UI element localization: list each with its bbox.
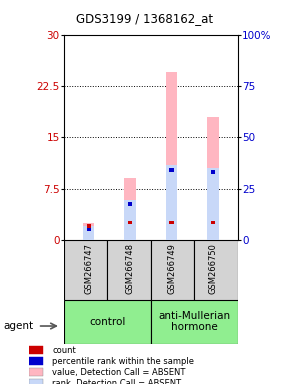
Bar <box>107 240 151 300</box>
Bar <box>128 221 132 224</box>
Text: value, Detection Call = ABSENT: value, Detection Call = ABSENT <box>52 368 186 377</box>
Text: control: control <box>89 316 126 327</box>
Bar <box>194 240 238 300</box>
Bar <box>207 117 219 240</box>
Bar <box>87 224 91 228</box>
Text: GDS3199 / 1368162_at: GDS3199 / 1368162_at <box>77 12 213 25</box>
Text: GSM266749: GSM266749 <box>167 243 176 294</box>
Bar <box>166 72 177 240</box>
Bar <box>151 300 238 344</box>
Text: rank, Detection Call = ABSENT: rank, Detection Call = ABSENT <box>52 379 182 384</box>
Bar <box>29 379 44 384</box>
Bar <box>29 346 44 354</box>
Text: GSM266750: GSM266750 <box>209 243 218 294</box>
Bar <box>29 368 44 376</box>
Bar <box>169 168 174 172</box>
Text: anti-Mullerian
hormone: anti-Mullerian hormone <box>158 311 230 333</box>
Bar <box>128 202 132 206</box>
Bar <box>151 240 194 300</box>
Bar <box>29 357 44 365</box>
Text: percentile rank within the sample: percentile rank within the sample <box>52 357 195 366</box>
Bar <box>83 223 95 240</box>
Text: GSM266748: GSM266748 <box>126 243 135 294</box>
Bar <box>64 300 151 344</box>
Bar <box>169 221 174 224</box>
Text: agent: agent <box>3 321 33 331</box>
Bar <box>166 165 177 240</box>
Bar <box>64 240 107 300</box>
Bar <box>124 179 136 240</box>
Bar <box>124 200 136 240</box>
Text: count: count <box>52 346 76 355</box>
Bar <box>83 226 95 240</box>
Bar <box>207 168 219 240</box>
Bar <box>211 170 215 174</box>
Bar <box>87 228 91 231</box>
Text: GSM266747: GSM266747 <box>84 243 93 294</box>
Bar <box>211 221 215 224</box>
